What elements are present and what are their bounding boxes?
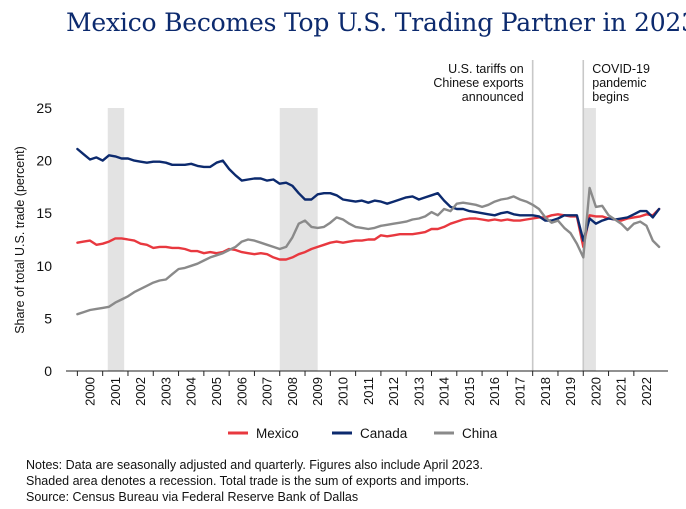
annotation-text: COVID-19 (592, 62, 650, 76)
x-tick-label: 2015 (462, 377, 477, 406)
x-tick-label: 2000 (83, 377, 98, 406)
x-tick-label: 2001 (108, 377, 123, 406)
x-tick-label: 2020 (588, 377, 603, 406)
x-tick-label: 2014 (437, 377, 452, 406)
series-line-canada (76, 147, 661, 242)
axes: 0 5 10 15 20 25 2000 2001 2002 2003 2004 2005 2006 20… (36, 100, 668, 406)
annotation-text: pandemic (592, 76, 646, 90)
recession-shading (107, 108, 596, 371)
annotation-text: announced (462, 90, 524, 104)
x-tick-label: 2009 (310, 377, 325, 406)
x-tick-label: 2016 (487, 377, 502, 406)
x-tick-label: 2007 (260, 377, 275, 406)
y-tick-label: 25 (36, 100, 52, 116)
x-tick-label: 2018 (538, 377, 553, 406)
x-tick-label: 2004 (184, 377, 199, 406)
series-line-china (76, 186, 661, 316)
annotation-text: Chinese exports (433, 76, 523, 90)
x-tick-label: 2019 (563, 377, 578, 406)
y-tick-label: 15 (36, 205, 52, 221)
y-tick-label: 20 (36, 153, 52, 169)
x-tick-label: 2011 (361, 377, 376, 405)
legend-label: Canada (360, 426, 408, 441)
notes-line: Shaded area denotes a recession. Total t… (26, 474, 470, 488)
x-tick-label: 2010 (335, 377, 350, 406)
x-tick-label: 2021 (614, 377, 629, 406)
recession-band (279, 108, 318, 371)
x-tick-label: 2006 (234, 377, 249, 406)
x-tick-label: 2002 (133, 377, 148, 406)
chart-title: Mexico Becomes Top U.S. Trading Partner … (66, 8, 686, 37)
notes-line: Notes: Data are seasonally adjusted and … (26, 458, 483, 472)
source-line: Source: Census Bureau via Federal Reserv… (26, 490, 359, 504)
annotation-text: begins (592, 90, 629, 104)
y-tick-label: 0 (44, 363, 52, 379)
y-tick-label: 5 (44, 310, 52, 326)
annotation-text: U.S. tariffs on (448, 62, 524, 76)
recession-band (583, 108, 596, 371)
legend: Mexico Canada China (228, 426, 498, 441)
x-tick-label: 2003 (158, 377, 173, 406)
x-tick-label: 2022 (639, 377, 654, 406)
series-line-mexico (76, 207, 661, 261)
x-tick-label: 2005 (209, 377, 224, 406)
legend-label: Mexico (256, 426, 299, 441)
x-tick-label: 2013 (411, 377, 426, 406)
x-tick-label: 2012 (386, 377, 401, 406)
chart-notes: Notes: Data are seasonally adjusted and … (26, 457, 483, 505)
series-lines (76, 147, 661, 316)
legend-label: China (462, 426, 498, 441)
y-axis-label: Share of total U.S. trade (percent) (13, 146, 27, 334)
x-tick-label: 2017 (513, 377, 528, 406)
y-tick-label: 10 (36, 258, 52, 274)
x-tick-label: 2008 (285, 377, 300, 406)
